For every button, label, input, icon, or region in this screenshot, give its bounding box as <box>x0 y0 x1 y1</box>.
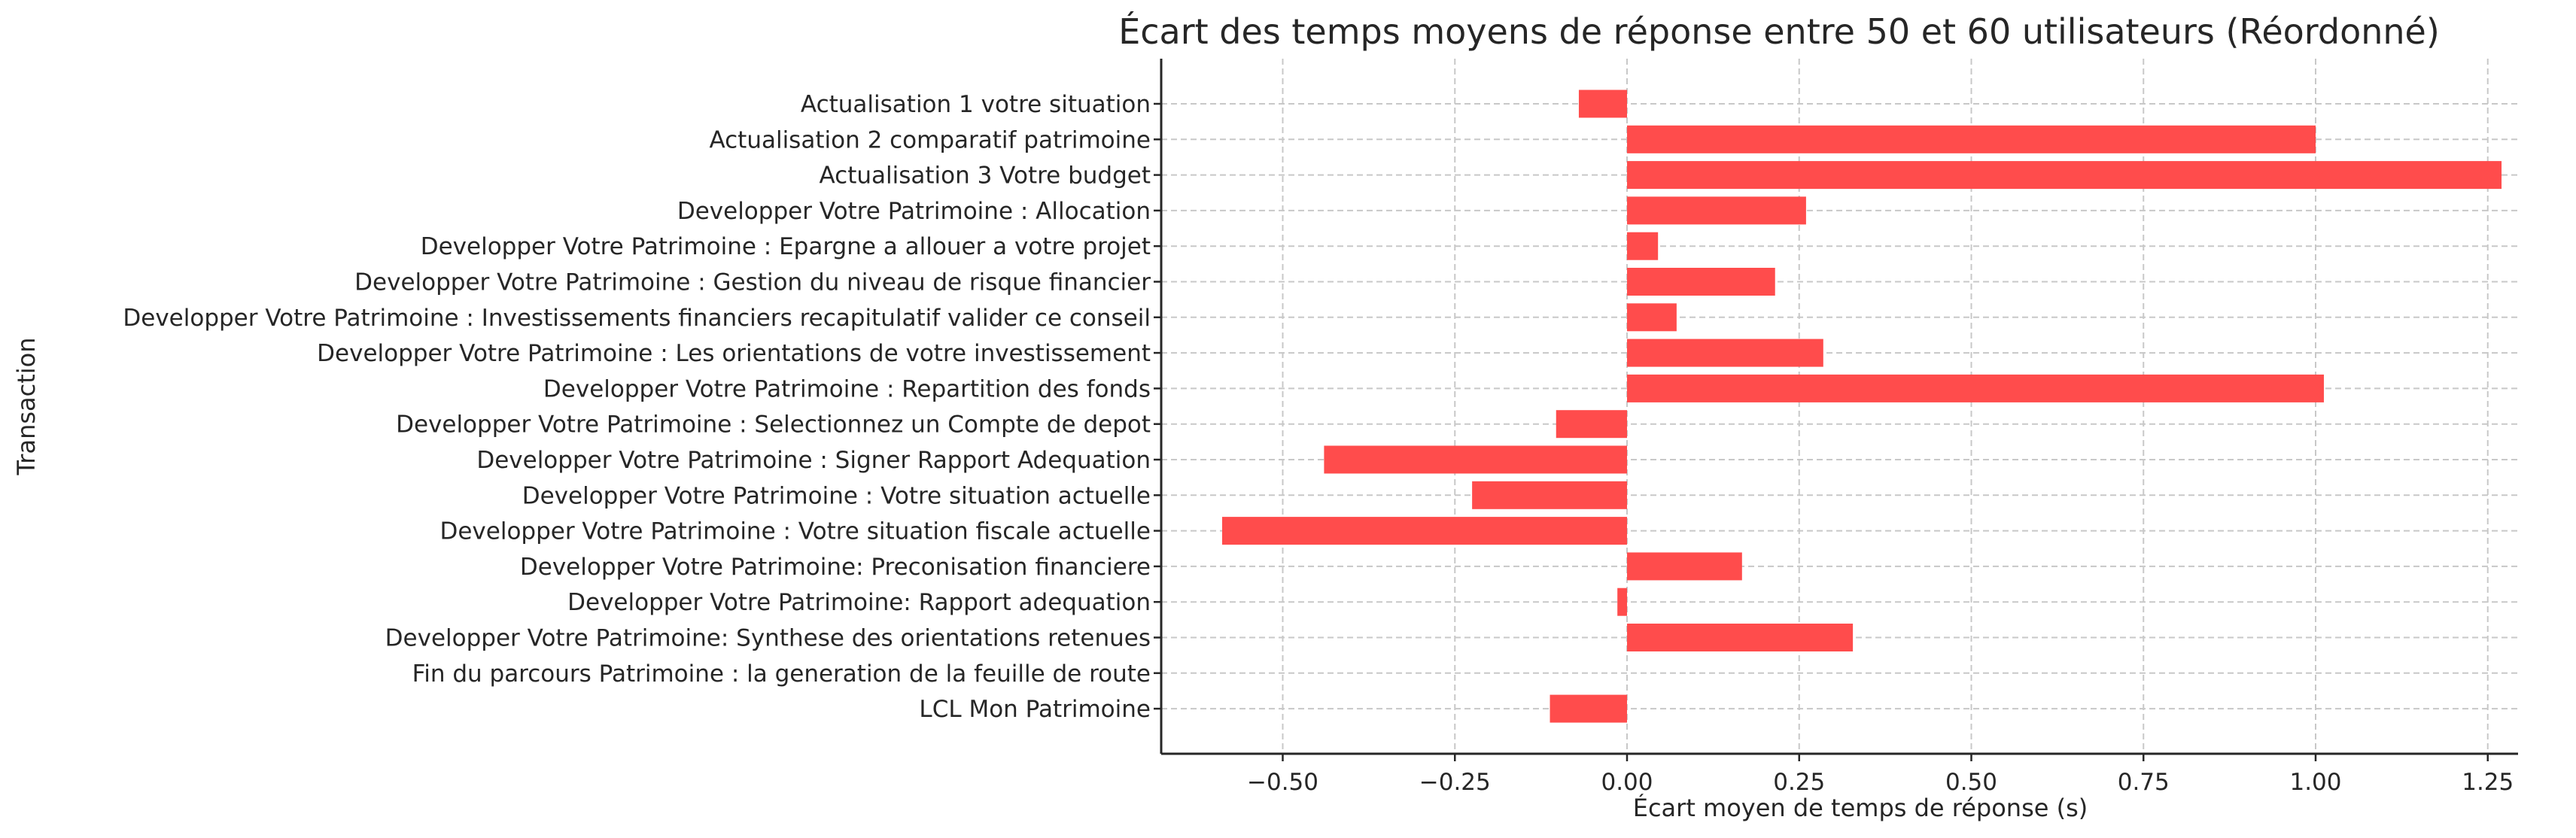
category-label: Developper Votre Patrimoine : Signer Rap… <box>476 447 1151 474</box>
category-label: Actualisation 3 Votre budget <box>819 162 1151 190</box>
x-tick-label: 0.75 <box>2118 769 2170 796</box>
bar <box>1550 694 1627 723</box>
bars-layer <box>1221 90 2502 723</box>
x-tick-label: 1.00 <box>2289 769 2341 796</box>
x-ticks: −0.50 −0.25 0.00 0.25 0.50 0.75 1.00 1.25 <box>1154 102 2514 796</box>
chart-title: Écart des temps moyens de réponse entre … <box>1118 11 2440 52</box>
x-axis-title: Écart moyen de temps de réponse (s) <box>1633 794 2088 822</box>
category-label: Developper Votre Patrimoine : Les orient… <box>317 340 1151 367</box>
category-label: LCL Mon Patrimoine <box>919 696 1151 723</box>
bar <box>1627 232 1659 260</box>
x-tick-label: 0.25 <box>1773 769 1825 796</box>
bar <box>1472 481 1627 509</box>
bar <box>1324 445 1627 474</box>
bar <box>1627 552 1742 581</box>
category-label: Developper Votre Patrimoine : Votre situ… <box>522 482 1151 509</box>
x-tick-label: −0.25 <box>1419 769 1491 796</box>
bar <box>1627 268 1775 296</box>
category-label: Fin du parcours Patrimoine : la generati… <box>412 660 1151 688</box>
bar <box>1221 517 1627 545</box>
x-tick-label: 0.50 <box>1945 769 1997 796</box>
bar <box>1627 125 2316 153</box>
y-axis-title: Transaction <box>12 337 41 475</box>
category-label: Developper Votre Patrimoine: Preconisati… <box>520 554 1151 581</box>
category-label: Developper Votre Patrimoine : Allocation <box>677 198 1151 225</box>
bar <box>1627 374 2324 402</box>
category-label: Developper Votre Patrimoine : Repartitio… <box>543 375 1151 402</box>
bar <box>1627 339 1823 367</box>
category-label: Developper Votre Patrimoine : Investisse… <box>123 305 1151 332</box>
category-label: Developper Votre Patrimoine : Votre situ… <box>439 518 1151 545</box>
category-label: Actualisation 2 comparatif patrimoine <box>709 126 1151 153</box>
bar <box>1627 161 2502 190</box>
bar <box>1627 624 1854 651</box>
bar <box>1556 410 1627 439</box>
category-label: Developper Votre Patrimoine: Rapport ade… <box>567 589 1151 616</box>
bar <box>1617 588 1627 616</box>
bar <box>1627 196 1806 225</box>
category-label: Developper Votre Patrimoine: Synthese de… <box>385 625 1151 652</box>
bar <box>1578 90 1627 118</box>
bar <box>1627 303 1677 332</box>
category-label: Actualisation 1 votre situation <box>801 91 1151 118</box>
category-label: Developper Votre Patrimoine : Epargne a … <box>421 233 1151 260</box>
category-label: Developper Votre Patrimoine : Gestion du… <box>354 269 1151 296</box>
x-tick-label: 0.00 <box>1601 769 1653 796</box>
x-tick-label: −0.50 <box>1247 769 1318 796</box>
category-labels: Actualisation 1 votre situation Actualisa… <box>123 91 1151 723</box>
x-tick-label: 1.25 <box>2462 769 2514 796</box>
category-label: Developper Votre Patrimoine : Selectionn… <box>396 411 1151 439</box>
